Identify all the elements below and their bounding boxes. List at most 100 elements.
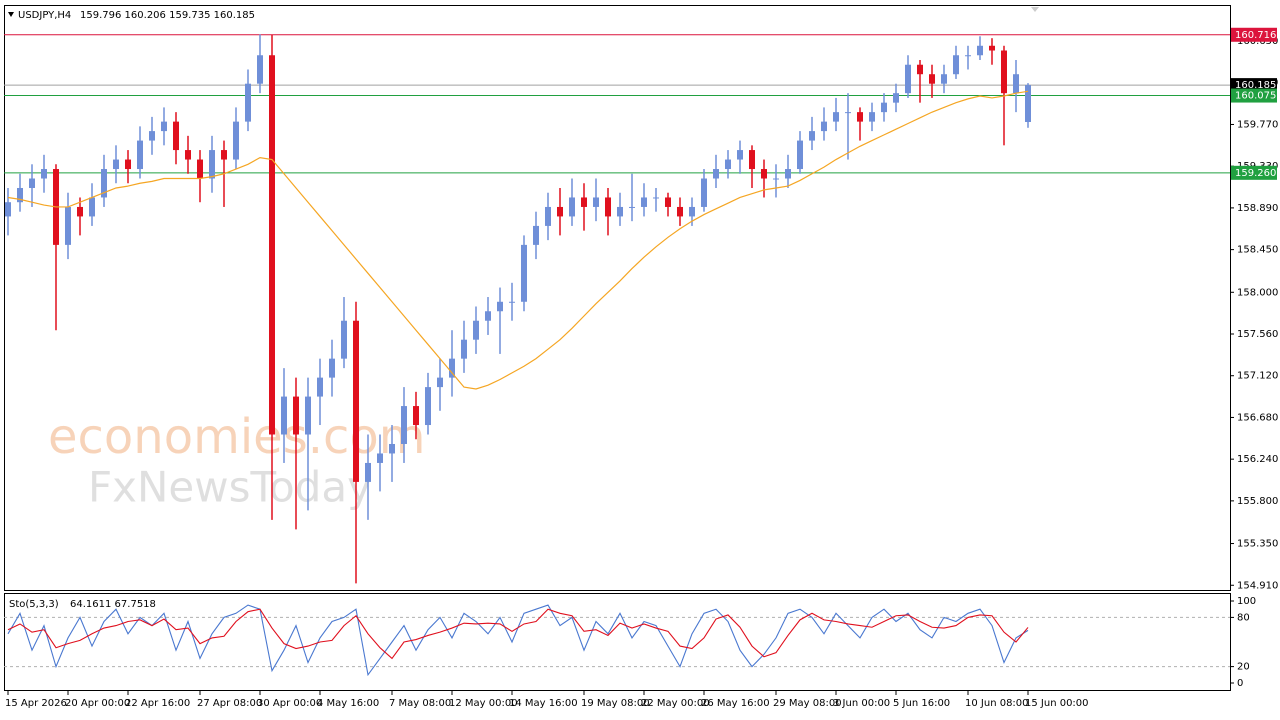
y-tick-label: 159.770: [1237, 119, 1278, 130]
x-tick-label: 10 Jun 08:00: [965, 698, 1029, 709]
candle-body: [353, 320, 359, 482]
candle-body: [761, 169, 767, 179]
level-box: [1231, 165, 1277, 180]
x-tick-label: 15 Apr 2026: [5, 698, 67, 709]
header-ohlc: 159.796 160.206 159.735 160.185: [80, 10, 255, 21]
candle-body: [317, 377, 323, 397]
candle-body: [137, 140, 143, 170]
candle-body: [269, 55, 275, 435]
y-tick-label: 156.680: [1237, 412, 1278, 423]
candle-body: [89, 197, 95, 217]
y-tick-label: 155.350: [1237, 539, 1278, 550]
candle-body: [725, 159, 731, 170]
candle-body: [965, 55, 971, 57]
candle-body: [41, 169, 47, 179]
candle-body: [65, 206, 71, 245]
level-label: 160.716: [1235, 30, 1276, 41]
candle-body: [389, 443, 395, 454]
header-value: 159.735: [169, 10, 210, 21]
candle-body: [1013, 74, 1019, 94]
candle-body: [209, 150, 215, 179]
candle-body: [245, 83, 251, 122]
x-tick-label: 15 Jun 00:00: [1025, 698, 1089, 709]
candle-body: [593, 197, 599, 207]
candle-body: [5, 202, 11, 217]
y-tick-label: 158.890: [1237, 203, 1278, 214]
candle-body: [701, 178, 707, 207]
indicator-tick-label: 100: [1237, 596, 1256, 607]
y-tick-label: 156.240: [1237, 454, 1278, 465]
candle-body: [77, 206, 83, 217]
candle-body: [629, 206, 635, 208]
current-price-label: 160.185: [1235, 80, 1276, 91]
x-tick-label: 26 May 16:00: [701, 698, 770, 709]
candle-body: [29, 178, 35, 188]
candle-body: [521, 244, 527, 302]
x-tick-label: 5 Jun 16:00: [893, 698, 950, 709]
candle-body: [1025, 85, 1031, 122]
candle-body: [413, 406, 419, 426]
candle-body: [17, 187, 23, 203]
candle-body: [989, 45, 995, 51]
x-tick-label: 20 Apr 00:00: [65, 698, 130, 709]
candle-body: [221, 150, 227, 160]
indicator-tick-label: 80: [1237, 612, 1250, 623]
candle-body: [581, 197, 587, 207]
x-tick-label: 27 Apr 08:00: [197, 698, 262, 709]
candle-body: [197, 159, 203, 179]
candle-body: [605, 197, 611, 217]
x-tick-label: 7 May 08:00: [389, 698, 451, 709]
stochastic-d: [7, 608, 1029, 660]
candle-body: [749, 150, 755, 170]
candle-body: [293, 396, 299, 435]
x-tick-label: 19 May 08:00: [581, 698, 650, 709]
candle-body: [833, 112, 839, 122]
candle-body: [653, 197, 659, 199]
x-tick-label: 12 May 00:00: [449, 698, 518, 709]
candle-body: [857, 112, 863, 122]
x-tick-label: 22 Apr 16:00: [125, 698, 190, 709]
candle-body: [305, 396, 311, 435]
y-tick-label: 157.120: [1237, 371, 1278, 382]
candle-body: [497, 301, 503, 312]
candle-body: [113, 159, 119, 170]
menu-triangle[interactable]: [8, 12, 14, 17]
candle-body: [101, 169, 107, 198]
candle-body: [845, 112, 851, 114]
y-tick-label: 158.000: [1237, 287, 1278, 298]
candle-body: [893, 93, 899, 103]
candle-body: [977, 45, 983, 56]
candle-body: [665, 197, 671, 207]
candle-body: [185, 150, 191, 160]
candle-body: [569, 197, 575, 217]
level-label: 160.075: [1235, 91, 1276, 102]
candle-body: [149, 131, 155, 141]
candle-body: [677, 206, 683, 217]
indicator-value: 67.7518: [115, 599, 156, 610]
indicator-panel: [4, 593, 1231, 691]
candle-body: [917, 64, 923, 75]
header-value: 159.796: [80, 10, 121, 21]
level-box: [1231, 88, 1277, 103]
candle-body: [641, 197, 647, 207]
plot-area: [4, 34, 1230, 584]
candle-body: [161, 121, 167, 132]
indicator-name: Sto(5,3,3): [9, 599, 59, 610]
candle-body: [929, 74, 935, 84]
level-box: [1231, 27, 1277, 42]
candle-body: [737, 150, 743, 160]
candle-body: [509, 301, 515, 303]
candle-body: [341, 320, 347, 359]
candle-body: [473, 320, 479, 340]
candle-body: [449, 358, 455, 378]
moving-average: [7, 90, 1029, 390]
candle-body: [173, 121, 179, 151]
candle-body: [281, 396, 287, 435]
candle-body: [953, 55, 959, 75]
header-symbol: USDJPY,H4: [18, 10, 71, 21]
candle-body: [545, 206, 551, 226]
candle-body: [881, 102, 887, 113]
candle-body: [233, 121, 239, 160]
